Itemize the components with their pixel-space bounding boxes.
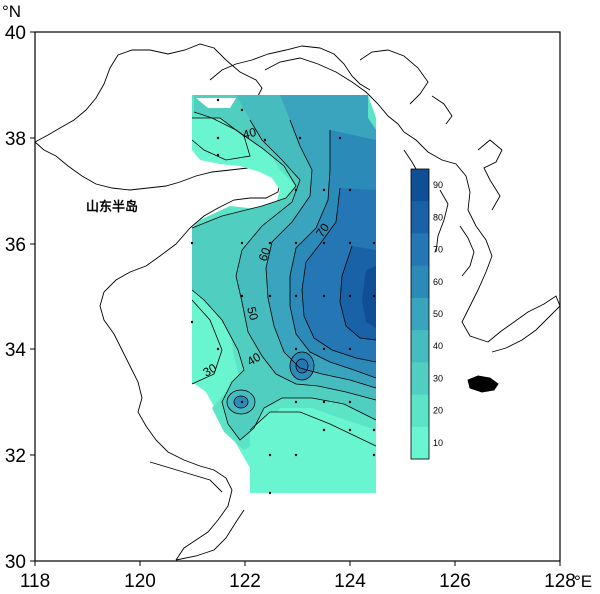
colorbar-label: 20 [433, 406, 443, 416]
colorbar: 90 80 70 60 50 40 30 20 10 [410, 168, 443, 460]
lat-tick-label: 34 [5, 340, 27, 361]
lon-tick-label: 126 [439, 571, 471, 592]
lon-tick-label: 118 [20, 571, 50, 592]
colorbar-swatch [411, 201, 429, 234]
contour-label: 30 [201, 361, 220, 380]
colorbar-label: 40 [433, 341, 443, 351]
lat-tick-label: 40 [5, 23, 26, 44]
contour-fill [192, 95, 376, 493]
colorbar-swatch [411, 297, 429, 331]
colorbar-swatch [411, 265, 429, 299]
lat-tick-labels: 40 38 36 34 32 30 [5, 23, 27, 573]
lon-tick-label: 122 [229, 571, 261, 592]
lat-tick-label: 30 [5, 552, 26, 573]
lon-tick-label: 124 [334, 571, 366, 592]
colorbar-label: 90 [433, 180, 443, 190]
lon-tick-labels: 118 120 122 124 126 128 [20, 571, 576, 592]
lon-tick-label: 120 [124, 571, 156, 592]
contour-label: 60 [256, 245, 274, 263]
lon-tick-label: 128 [544, 571, 576, 592]
lat-unit-label: °N [2, 2, 21, 21]
colorbar-label: 30 [433, 373, 443, 383]
colorbar-swatch [411, 394, 429, 428]
contour-lines [191, 111, 377, 447]
colorbar-swatch [411, 426, 429, 460]
colorbar-label: 80 [433, 212, 443, 222]
station-points [190, 98, 376, 495]
colorbar-label: 70 [433, 245, 443, 255]
axis-ticks [30, 31, 561, 566]
lon-unit-label: °E [574, 572, 592, 591]
colorbar-swatch [411, 233, 429, 267]
lat-tick-label: 38 [5, 129, 26, 150]
colorbar-label: 50 [433, 309, 443, 319]
lat-tick-label: 36 [5, 235, 26, 256]
contour-label: 40 [245, 350, 264, 369]
colorbar-swatch [411, 330, 429, 363]
plot-frame [34, 31, 561, 562]
colorbar-frame [410, 168, 430, 460]
colorbar-label: 60 [433, 277, 443, 287]
contour-label: 50 [244, 305, 261, 322]
coastline [34, 43, 561, 561]
colorbar-swatch [411, 169, 429, 202]
colorbar-label: 10 [433, 438, 443, 448]
lat-tick-label: 32 [5, 446, 26, 467]
contour-label: 40 [241, 125, 258, 142]
colorbar-swatch [411, 362, 429, 396]
place-label: 山东半岛 [86, 199, 138, 215]
